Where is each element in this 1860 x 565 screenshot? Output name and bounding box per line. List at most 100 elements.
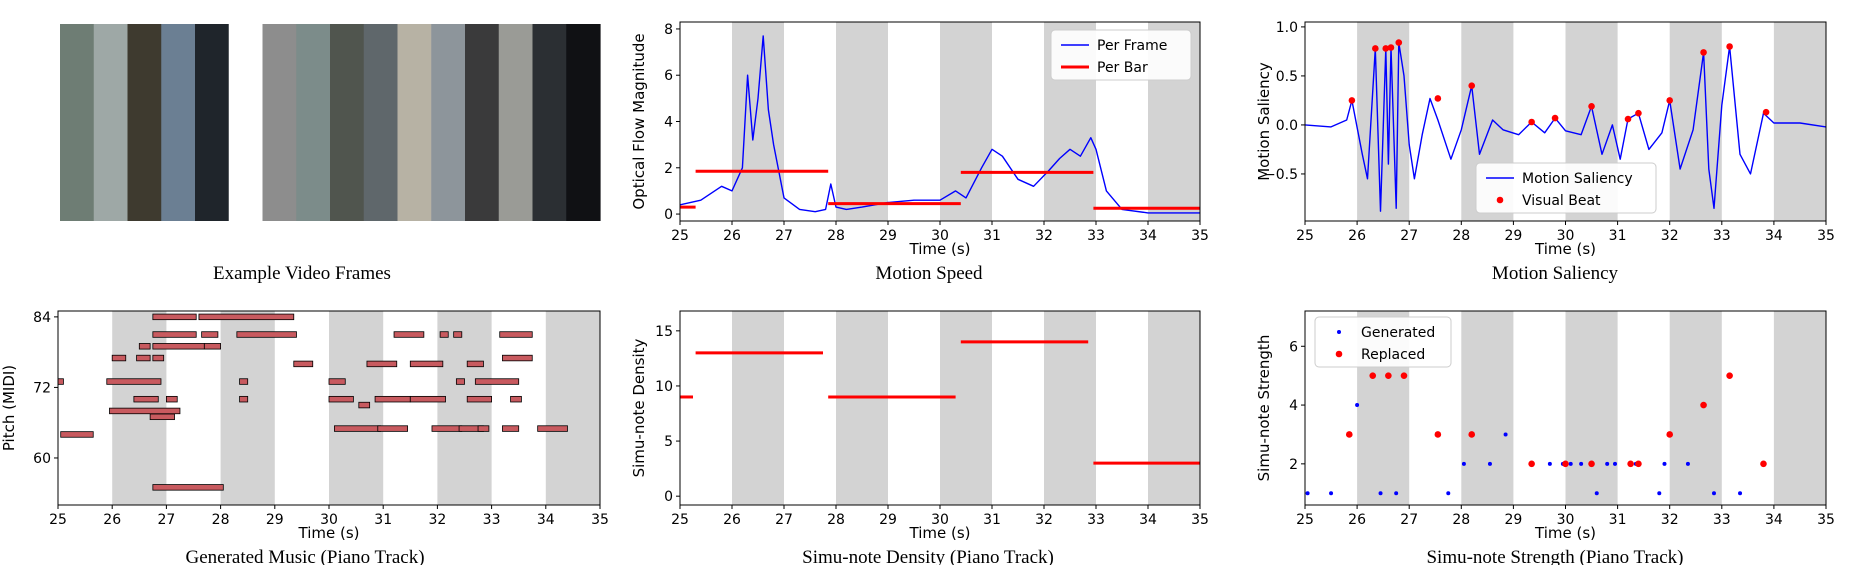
x-tick-label: 26 [103,512,121,528]
legend-label: Replaced [1361,347,1425,363]
x-axis-label: Time (s) [909,524,971,542]
legend-swatch [1496,196,1504,204]
point-blue [1394,491,1399,496]
x-axis-label: Time (s) [298,524,360,542]
x-tick-label: 31 [983,228,1001,244]
y-tick-label: 60 [33,451,51,467]
point-red [1588,460,1595,468]
note [136,354,151,362]
point-blue [1355,403,1360,408]
x-tick-label: 28 [827,512,845,528]
y-tick-label: 0.0 [1276,118,1298,134]
y-axis-label: Simu-note Strength [1255,335,1273,482]
note [499,331,533,338]
x-tick-label: 32 [1035,228,1053,244]
video-frame [532,24,567,221]
note [439,331,449,338]
x-tick-label: 30 [320,512,338,528]
note [58,378,64,385]
x-tick-label: 33 [1713,228,1731,244]
y-tick-label: 4 [1289,398,1298,414]
video-frame [228,24,264,221]
y-tick-label: 5 [664,434,673,450]
plot-area [680,35,1200,214]
caption-frames: Example Video Frames [213,263,391,284]
point-red [1345,431,1353,438]
video-frame [195,24,230,221]
point-blue [1605,461,1610,466]
x-tick-label: 26 [1348,512,1366,528]
point-blue [1579,461,1584,466]
note [431,425,463,432]
x-axis-label: Time (s) [1534,240,1596,258]
video-frame [330,24,365,221]
note [133,395,159,403]
point-blue [1685,461,1690,466]
shaded-bar [1044,311,1096,505]
x-tick-label: 27 [1400,228,1418,244]
legend-label: Per Frame [1097,38,1167,54]
shaded-bar [329,311,384,505]
chart-density: 25 26 27 28 29 30 31 32 33 34 35 0 5 10 15 Time (s) Simu… [630,310,1209,542]
y-tick-label: 0.5 [1276,69,1298,85]
legend-swatch [1337,330,1341,334]
point-red [1348,97,1356,104]
caption-strength: Simu-note Strength (Piano Track) [1426,547,1683,565]
shaded-bar [732,22,784,221]
y-tick-label: 1.0 [1276,20,1298,36]
note [366,360,398,368]
x-tick-label: 28 [212,512,230,528]
note [453,331,463,338]
point-blue [1446,491,1451,496]
point-red [1588,103,1595,110]
note [239,395,249,403]
x-tick-label: 29 [1504,512,1522,528]
point-red [1468,431,1476,438]
note [106,378,162,385]
note [165,395,178,403]
video-frame [93,24,129,221]
note [502,425,520,432]
note [502,354,533,362]
x-tick-label: 30 [931,228,949,244]
point-blue [1487,461,1492,466]
note [293,360,314,368]
point-blue [1612,461,1617,466]
point-red [1369,372,1377,379]
x-tick-label: 27 [775,512,793,528]
note [358,401,371,409]
plot-area [1305,39,1826,212]
y-tick-label: 84 [33,310,51,326]
x-tick-label: 35 [1817,228,1835,244]
note [409,360,444,368]
y-tick-label: 72 [33,380,51,396]
shaded-bar [1148,311,1200,505]
point-red [1468,82,1476,90]
x-tick-label: 33 [1713,512,1731,528]
video-frame [566,24,601,221]
x-tick-label: 29 [879,228,897,244]
video-frame [262,24,297,221]
shaded-bar [1773,22,1826,221]
x-tick-label: 28 [827,228,845,244]
note [328,395,354,403]
x-tick-label: 32 [1661,512,1679,528]
x-tick-label: 34 [537,512,555,528]
point-red [1635,460,1642,468]
note [152,354,165,362]
x-tick-label: 31 [1609,512,1627,528]
x-tick-label: 32 [428,512,446,528]
x-tick-label: 35 [1191,228,1209,244]
point-red [1726,372,1733,379]
shaded-bar [1669,22,1722,221]
note [152,343,205,350]
shaded-bar [220,311,275,505]
point-blue [1711,491,1716,496]
x-tick-label: 26 [723,512,741,528]
x-tick-label: 27 [1400,512,1418,528]
video-frame [397,24,432,221]
point-red [1666,431,1673,438]
point-red [1434,95,1442,102]
legend-swatch [1335,350,1343,358]
